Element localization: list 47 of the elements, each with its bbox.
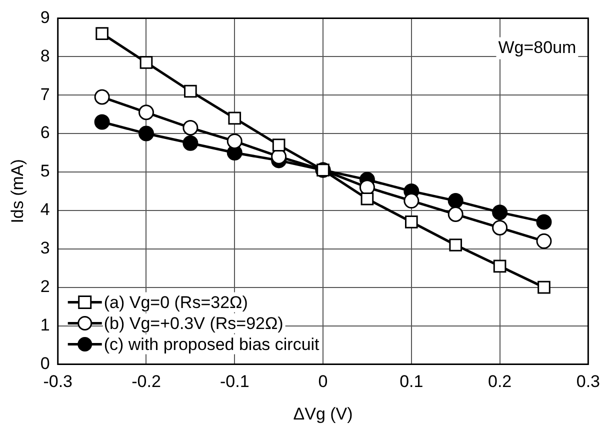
point (138, 104, 154, 120)
point (96, 27, 108, 40)
x-tick-label: 0.3 (576, 372, 600, 392)
point (138, 126, 154, 142)
point (448, 193, 464, 209)
point (538, 280, 550, 294)
x-tick-label: -0.2 (132, 372, 161, 392)
y-tick-label: 3 (40, 238, 50, 258)
y-tick-label: 0 (40, 354, 50, 373)
x-tick-label: 0.2 (488, 372, 512, 392)
point (184, 84, 197, 98)
point (228, 112, 242, 125)
x-tick-label: 0.1 (400, 372, 424, 392)
point (492, 204, 508, 220)
point (405, 216, 418, 228)
y-tick-label: 8 (40, 46, 50, 66)
point (94, 114, 110, 130)
point (536, 214, 552, 230)
point (360, 192, 374, 206)
point (94, 89, 110, 105)
legend-label: (b) Vg=+0.3V (Rs=92Ω) (104, 314, 284, 333)
x-tick-label: -0.1 (220, 372, 250, 392)
point (272, 138, 286, 152)
y-axis-title: Ids (mA) (8, 159, 27, 224)
point (449, 238, 462, 252)
y-tick-label: 7 (40, 84, 50, 104)
point (140, 56, 153, 69)
legend-label: (a) Vg=0 (Rs=32Ω) (104, 292, 248, 312)
point (492, 220, 508, 236)
point (182, 120, 198, 136)
x-tick-label: -0.3 (43, 372, 73, 392)
point (404, 193, 420, 209)
y-tick-label: 6 (40, 123, 50, 142)
x-axis-title: ΔVg (V) (293, 404, 353, 424)
x-tick-label: 0 (318, 372, 328, 392)
point (226, 133, 242, 149)
legend-label: (c) with proposed bias circuit (104, 334, 320, 354)
point (182, 135, 198, 151)
point (448, 206, 464, 222)
y-tick-label: 5 (40, 162, 50, 181)
annotation: Wg=80um (498, 38, 576, 57)
y-tick-label: 4 (40, 200, 50, 220)
point (536, 233, 552, 249)
point (493, 260, 506, 273)
y-tick-label: 9 (40, 8, 50, 27)
y-tick-label: 2 (40, 277, 50, 296)
y-tick-label: 1 (40, 315, 50, 334)
